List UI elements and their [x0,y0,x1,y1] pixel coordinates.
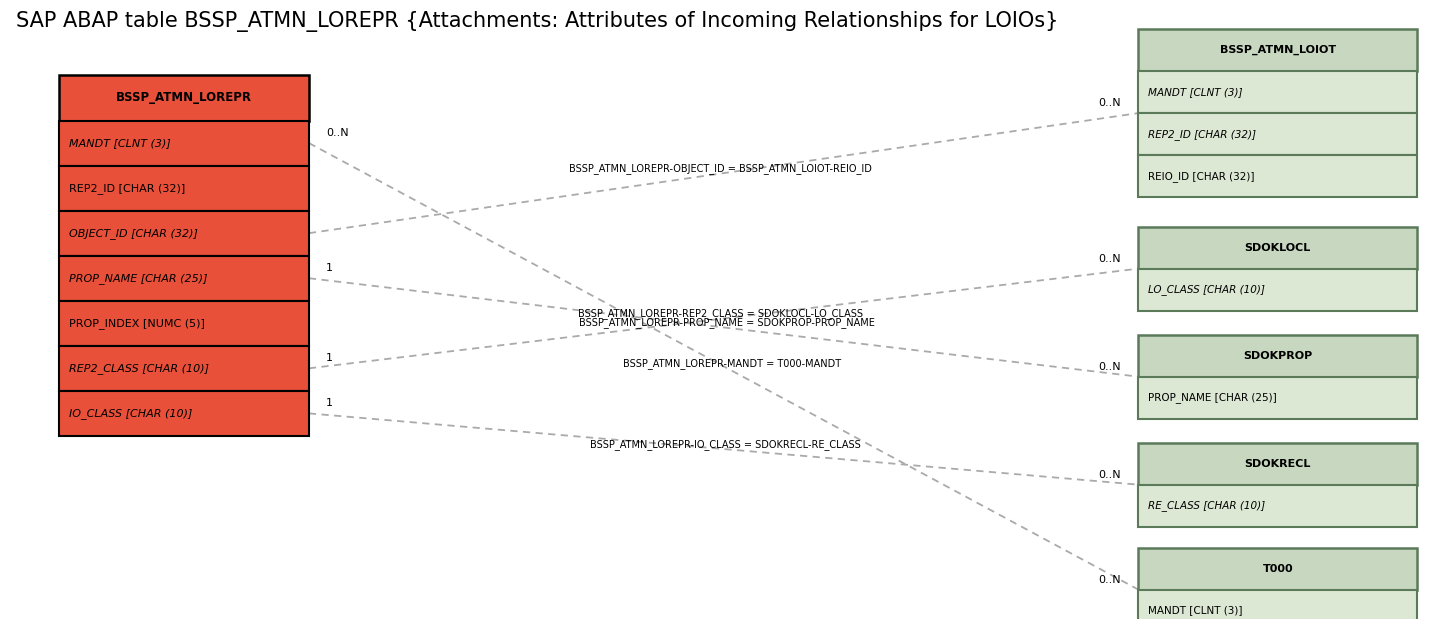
Text: 0..N: 0..N [1099,361,1121,372]
Text: BSSP_ATMN_LOREPR-MANDT = T000-MANDT: BSSP_ATMN_LOREPR-MANDT = T000-MANDT [623,358,841,369]
FancyBboxPatch shape [59,211,310,255]
Text: SDOKPROP: SDOKPROP [1244,351,1313,361]
Text: MANDT [CLNT (3)]: MANDT [CLNT (3)] [69,138,171,148]
FancyBboxPatch shape [1138,377,1417,418]
FancyBboxPatch shape [1138,71,1417,113]
Text: LO_CLASS [CHAR (10)]: LO_CLASS [CHAR (10)] [1148,284,1265,295]
Text: RE_CLASS [CHAR (10)]: RE_CLASS [CHAR (10)] [1148,500,1265,511]
Text: 0..N: 0..N [1099,470,1121,480]
Text: REIO_ID [CHAR (32)]: REIO_ID [CHAR (32)] [1148,170,1255,182]
FancyBboxPatch shape [59,166,310,211]
FancyBboxPatch shape [59,301,310,346]
Text: PROP_NAME [CHAR (25)]: PROP_NAME [CHAR (25)] [69,273,208,284]
FancyBboxPatch shape [1138,547,1417,590]
Text: 1: 1 [327,264,332,273]
Text: 1: 1 [327,353,332,363]
Text: 0..N: 0..N [1099,98,1121,108]
Text: SAP ABAP table BSSP_ATMN_LOREPR {Attachments: Attributes of Incoming Relationshi: SAP ABAP table BSSP_ATMN_LOREPR {Attachm… [16,11,1058,32]
Text: OBJECT_ID [CHAR (32)]: OBJECT_ID [CHAR (32)] [69,228,198,239]
FancyBboxPatch shape [59,346,310,391]
Text: 0..N: 0..N [1099,254,1121,264]
FancyBboxPatch shape [59,76,310,120]
FancyBboxPatch shape [1138,335,1417,377]
Text: IO_CLASS [CHAR (10)]: IO_CLASS [CHAR (10)] [69,408,192,419]
Text: SDOKRECL: SDOKRECL [1245,459,1311,469]
FancyBboxPatch shape [1138,29,1417,71]
Text: SDOKLOCL: SDOKLOCL [1245,242,1311,253]
Text: BSSP_ATMN_LOIOT: BSSP_ATMN_LOIOT [1219,45,1336,55]
FancyBboxPatch shape [1138,485,1417,526]
FancyBboxPatch shape [1138,113,1417,155]
Text: 0..N: 0..N [1099,575,1121,585]
Text: 1: 1 [327,399,332,409]
Text: BSSP_ATMN_LOREPR-IO_CLASS = SDOKRECL-RE_CLASS: BSSP_ATMN_LOREPR-IO_CLASS = SDOKRECL-RE_… [590,439,861,450]
Text: MANDT [CLNT (3)]: MANDT [CLNT (3)] [1148,606,1242,616]
FancyBboxPatch shape [1138,443,1417,485]
Text: 0..N: 0..N [327,128,348,138]
FancyBboxPatch shape [1138,227,1417,268]
Text: BSSP_ATMN_LOREPR-REP2_CLASS = SDOKLOCL-LO_CLASS: BSSP_ATMN_LOREPR-REP2_CLASS = SDOKLOCL-L… [579,309,863,319]
Text: REP2_ID [CHAR (32)]: REP2_ID [CHAR (32)] [69,183,185,193]
Text: REP2_CLASS [CHAR (10)]: REP2_CLASS [CHAR (10)] [69,363,209,374]
FancyBboxPatch shape [1138,268,1417,311]
FancyBboxPatch shape [1138,590,1417,620]
Text: BSSP_ATMN_LOREPR-PROP_NAME = SDOKPROP-PROP_NAME: BSSP_ATMN_LOREPR-PROP_NAME = SDOKPROP-PR… [579,317,874,329]
Text: BSSP_ATMN_LOREPR: BSSP_ATMN_LOREPR [116,92,252,105]
Text: T000: T000 [1262,564,1293,574]
FancyBboxPatch shape [59,255,310,301]
Text: BSSP_ATMN_LOREPR-OBJECT_ID = BSSP_ATMN_LOIOT-REIO_ID: BSSP_ATMN_LOREPR-OBJECT_ID = BSSP_ATMN_L… [569,163,871,174]
FancyBboxPatch shape [59,120,310,166]
Text: MANDT [CLNT (3)]: MANDT [CLNT (3)] [1148,87,1242,97]
Text: PROP_NAME [CHAR (25)]: PROP_NAME [CHAR (25)] [1148,392,1277,403]
FancyBboxPatch shape [1138,155,1417,197]
Text: REP2_ID [CHAR (32)]: REP2_ID [CHAR (32)] [1148,128,1257,140]
Text: PROP_INDEX [NUMC (5)]: PROP_INDEX [NUMC (5)] [69,318,205,329]
FancyBboxPatch shape [59,391,310,436]
